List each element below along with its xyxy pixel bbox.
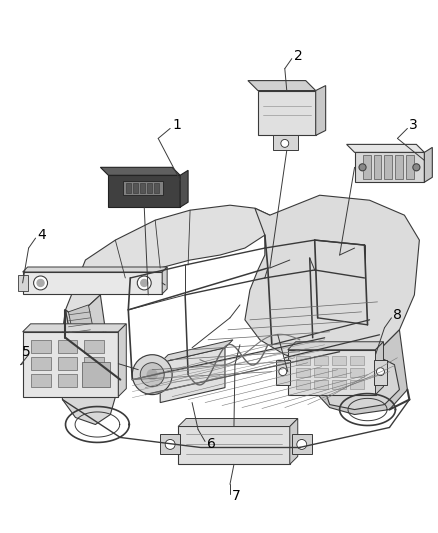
Polygon shape (31, 340, 50, 353)
Polygon shape (374, 360, 388, 385)
Circle shape (165, 439, 175, 449)
Polygon shape (147, 183, 152, 193)
Circle shape (147, 370, 157, 379)
Polygon shape (68, 305, 92, 332)
Text: 3: 3 (410, 118, 418, 132)
Text: 1: 1 (172, 118, 181, 132)
Polygon shape (406, 155, 414, 179)
Polygon shape (316, 86, 326, 135)
Polygon shape (375, 342, 384, 394)
Polygon shape (85, 357, 104, 370)
Polygon shape (258, 91, 316, 135)
Polygon shape (57, 357, 78, 370)
Polygon shape (248, 80, 316, 91)
Polygon shape (424, 148, 432, 182)
Polygon shape (126, 183, 131, 193)
Circle shape (137, 276, 151, 290)
Polygon shape (332, 356, 346, 365)
Polygon shape (292, 434, 312, 455)
Polygon shape (290, 418, 298, 464)
Polygon shape (385, 155, 392, 179)
Polygon shape (332, 368, 346, 377)
Polygon shape (345, 362, 385, 390)
Polygon shape (178, 418, 298, 426)
Polygon shape (355, 152, 424, 182)
Polygon shape (57, 340, 78, 353)
Polygon shape (57, 374, 78, 386)
Polygon shape (133, 183, 138, 193)
Polygon shape (23, 332, 118, 397)
Polygon shape (23, 272, 162, 294)
Polygon shape (318, 330, 407, 415)
Text: 2: 2 (294, 49, 303, 63)
Polygon shape (160, 434, 180, 455)
Polygon shape (363, 155, 371, 179)
Polygon shape (350, 356, 364, 365)
Circle shape (141, 279, 148, 286)
Polygon shape (140, 183, 145, 193)
Text: 4: 4 (38, 228, 46, 242)
Polygon shape (31, 357, 50, 370)
Polygon shape (374, 155, 381, 179)
Polygon shape (314, 368, 328, 377)
Circle shape (281, 140, 289, 148)
Circle shape (279, 368, 287, 376)
Polygon shape (245, 195, 419, 365)
Polygon shape (66, 295, 106, 345)
Polygon shape (162, 267, 167, 294)
Circle shape (377, 368, 385, 376)
Polygon shape (314, 356, 328, 365)
Polygon shape (288, 342, 384, 350)
Circle shape (132, 355, 172, 394)
Circle shape (34, 276, 48, 290)
Polygon shape (160, 348, 225, 402)
Polygon shape (118, 324, 126, 397)
Polygon shape (180, 171, 188, 207)
Polygon shape (350, 368, 364, 377)
Polygon shape (288, 350, 375, 394)
Polygon shape (124, 181, 163, 195)
Polygon shape (178, 426, 290, 464)
Polygon shape (59, 310, 120, 424)
Polygon shape (82, 362, 110, 386)
Polygon shape (314, 379, 328, 389)
Circle shape (297, 439, 307, 449)
Circle shape (413, 164, 420, 171)
Polygon shape (31, 374, 50, 386)
Polygon shape (296, 379, 310, 389)
Polygon shape (154, 183, 159, 193)
Polygon shape (346, 144, 424, 152)
Polygon shape (273, 135, 298, 150)
Circle shape (359, 164, 366, 171)
Polygon shape (160, 340, 233, 362)
Polygon shape (296, 356, 310, 365)
Polygon shape (23, 267, 167, 272)
Circle shape (37, 279, 44, 286)
Polygon shape (23, 324, 126, 332)
Text: 8: 8 (393, 308, 403, 322)
Text: 6: 6 (207, 438, 216, 451)
Polygon shape (332, 379, 346, 389)
Polygon shape (350, 379, 364, 389)
Polygon shape (100, 167, 180, 175)
Polygon shape (296, 368, 310, 377)
Polygon shape (85, 340, 104, 353)
Polygon shape (108, 175, 180, 207)
Circle shape (140, 362, 164, 386)
Polygon shape (18, 275, 28, 291)
Text: 7: 7 (232, 489, 241, 503)
Polygon shape (276, 360, 290, 385)
Polygon shape (66, 205, 270, 318)
Text: 5: 5 (22, 345, 31, 359)
Polygon shape (396, 155, 403, 179)
Polygon shape (325, 355, 399, 409)
